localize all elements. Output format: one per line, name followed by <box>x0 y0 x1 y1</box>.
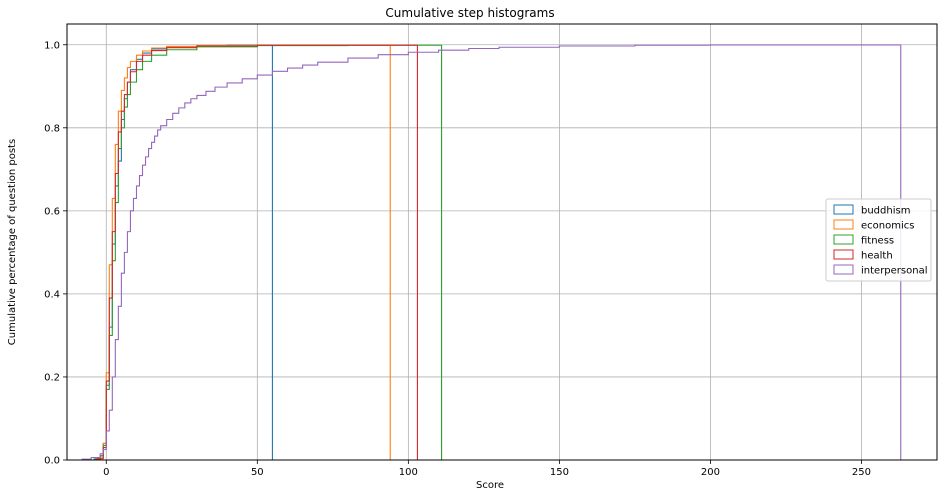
x-tick-label: 0 <box>103 467 109 478</box>
series-line-interpersonal <box>81 44 902 460</box>
y-tick-label: 0.2 <box>44 372 60 383</box>
legend-label-buddhism: buddhism <box>861 206 910 217</box>
y-tick-label: 1.0 <box>44 40 60 51</box>
y-tick-label: 0.6 <box>44 206 60 217</box>
x-tick-label: 50 <box>251 467 264 478</box>
y-axis-label: Cumulative percentage of question posts <box>7 139 18 345</box>
legend-swatch-health <box>833 249 854 260</box>
series-line-health <box>96 44 418 460</box>
legend-swatch-economics <box>833 219 854 230</box>
series-group <box>81 44 902 460</box>
legend-swatch-fitness <box>833 234 854 245</box>
y-tick-label: 0.4 <box>44 289 60 300</box>
legend: buddhism economics fitness health interperso… <box>825 198 932 282</box>
legend-swatch-buddhism <box>833 204 854 215</box>
legend-label-economics: economics <box>861 221 914 232</box>
plot-area-frame <box>66 23 938 461</box>
legend-label-health: health <box>861 251 893 262</box>
x-tick-label: 200 <box>701 467 720 478</box>
y-tick-label: 0.8 <box>44 123 60 134</box>
ticks: 0 50 100 150 200 250 0.0 0.2 0.4 0.6 0.8 1.0 <box>44 40 871 478</box>
x-tick-label: 250 <box>852 467 871 478</box>
legend-label-fitness: fitness <box>861 236 894 247</box>
x-axis-label: Score <box>476 480 504 491</box>
chart-title: Cumulative step histograms <box>385 6 554 20</box>
legend-label-interpersonal: interpersonal <box>861 266 927 277</box>
y-tick-label: 0.0 <box>44 456 60 467</box>
legend-swatch-interpersonal <box>833 264 854 275</box>
x-tick-label: 150 <box>550 467 569 478</box>
x-tick-label: 100 <box>399 467 418 478</box>
